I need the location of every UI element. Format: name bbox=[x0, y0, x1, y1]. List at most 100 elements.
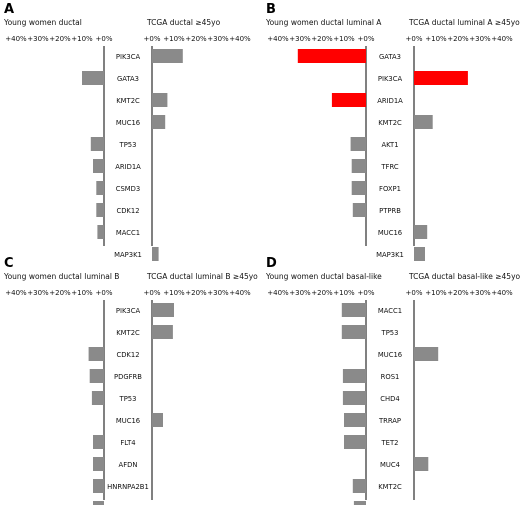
bar-young bbox=[90, 137, 104, 151]
gene-label: PTPRB bbox=[379, 207, 401, 215]
gene-label: KMT2C bbox=[378, 483, 402, 491]
gene-label: ARID1A bbox=[377, 97, 403, 105]
bar-young bbox=[91, 391, 104, 405]
bar-young bbox=[88, 347, 104, 361]
tick-label-right: +10% bbox=[163, 289, 185, 297]
tick-label-right: +40% bbox=[491, 289, 513, 297]
bar-tcga bbox=[414, 247, 425, 261]
tick-label-right: +0% bbox=[406, 35, 423, 43]
right-title: TCGA ductal ≥45yo bbox=[146, 18, 221, 27]
gene-label: PDGFRB bbox=[114, 373, 142, 381]
panel-letter: B bbox=[266, 2, 276, 17]
bar-young bbox=[93, 501, 104, 505]
tick-label-left: +40% bbox=[267, 289, 289, 297]
tick-label-right: +20% bbox=[447, 289, 469, 297]
left-title: Young women ductal basal-like bbox=[265, 272, 382, 281]
bar-tcga bbox=[152, 115, 166, 129]
bar-tcga bbox=[152, 93, 168, 107]
tick-label-right: +0% bbox=[144, 289, 161, 297]
right-title: TCGA ductal luminal A ≥45yo bbox=[408, 18, 520, 27]
gene-label: CHD4 bbox=[380, 395, 399, 403]
bar-young bbox=[342, 391, 366, 405]
gene-label: MAP3K1 bbox=[376, 251, 404, 259]
bar-young bbox=[96, 203, 104, 217]
gene-label: KMT2C bbox=[116, 97, 140, 105]
bar-young bbox=[351, 181, 366, 195]
left-title: Young women ductal luminal B bbox=[3, 272, 119, 281]
bar-tcga bbox=[414, 115, 433, 129]
tick-label-left: +10% bbox=[333, 289, 355, 297]
gene-label: MACC1 bbox=[378, 307, 402, 315]
gene-label: ARID1A bbox=[115, 163, 141, 171]
bar-young bbox=[353, 501, 366, 505]
gene-label: MUC16 bbox=[378, 351, 402, 359]
gene-label: ROS1 bbox=[381, 373, 400, 381]
tick-label-right: +40% bbox=[491, 35, 513, 43]
tick-label-left: +40% bbox=[5, 289, 27, 297]
tick-label-right: +20% bbox=[185, 289, 207, 297]
bar-young bbox=[350, 137, 366, 151]
gene-label: MAP3K1 bbox=[114, 251, 142, 259]
panel-letter: D bbox=[266, 256, 277, 271]
tick-label-right: +20% bbox=[447, 35, 469, 43]
left-title: Young women ductal luminal A bbox=[265, 18, 382, 27]
tick-label-left: +40% bbox=[267, 35, 289, 43]
tick-label-right: +20% bbox=[185, 35, 207, 43]
gene-label: TP53 bbox=[381, 329, 399, 337]
tick-label-left: +0% bbox=[96, 289, 113, 297]
gene-label: FLT4 bbox=[120, 439, 135, 447]
gene-label: MUC4 bbox=[380, 461, 400, 469]
bar-young bbox=[344, 413, 366, 427]
tick-label-left: +20% bbox=[49, 35, 71, 43]
bar-tcga bbox=[414, 225, 428, 239]
tick-label-right: +40% bbox=[229, 35, 251, 43]
gene-label: AKT1 bbox=[381, 141, 398, 149]
gene-label: CDK12 bbox=[116, 351, 139, 359]
bar-young bbox=[297, 49, 366, 63]
tick-label-right: +0% bbox=[144, 35, 161, 43]
gene-label: FOXP1 bbox=[379, 185, 401, 193]
bar-young bbox=[93, 479, 104, 493]
gene-label: HNRNPA2B1 bbox=[107, 483, 149, 491]
right-title: TCGA ductal luminal B ≥45yo bbox=[146, 272, 258, 281]
gene-label: PIK3CA bbox=[378, 75, 403, 83]
tick-label-left: +10% bbox=[333, 35, 355, 43]
tick-label-left: +20% bbox=[311, 35, 333, 43]
tick-label-left: +30% bbox=[27, 289, 49, 297]
tick-label-right: +30% bbox=[207, 289, 229, 297]
bar-tcga bbox=[152, 303, 174, 317]
bar-young bbox=[93, 457, 104, 471]
tick-label-right: +10% bbox=[163, 35, 185, 43]
gene-label: MUC16 bbox=[378, 229, 402, 237]
tick-label-left: +30% bbox=[27, 35, 49, 43]
bar-young bbox=[341, 325, 366, 339]
left-title: Young women ductal bbox=[3, 18, 82, 27]
bar-young bbox=[351, 159, 366, 173]
tick-label-left: +20% bbox=[49, 289, 71, 297]
right-title: TCGA ductal basal-like ≥45yo bbox=[408, 272, 520, 281]
tick-label-left: +0% bbox=[358, 35, 375, 43]
tick-label-left: +0% bbox=[96, 35, 113, 43]
tick-label-left: +30% bbox=[289, 289, 311, 297]
gene-label: TP53 bbox=[119, 395, 137, 403]
tick-label-left: +30% bbox=[289, 35, 311, 43]
gene-label: MUC16 bbox=[116, 119, 140, 127]
gene-label: CSMD3 bbox=[116, 185, 140, 193]
tick-label-right: +10% bbox=[425, 289, 447, 297]
tick-label-left: +10% bbox=[71, 289, 93, 297]
tick-label-right: +30% bbox=[207, 35, 229, 43]
gene-label: PIK3CA bbox=[116, 53, 141, 61]
bar-tcga bbox=[414, 457, 429, 471]
tick-label-right: +10% bbox=[425, 35, 447, 43]
bar-tcga bbox=[152, 325, 173, 339]
bar-young bbox=[352, 479, 366, 493]
bar-young bbox=[89, 369, 104, 383]
bar-young bbox=[93, 435, 104, 449]
gene-label: KMT2C bbox=[116, 329, 140, 337]
bar-young bbox=[93, 159, 104, 173]
panel-letter: C bbox=[4, 256, 14, 271]
gene-label: PIK3CA bbox=[116, 307, 141, 315]
tick-label-right: +40% bbox=[229, 289, 251, 297]
tick-label-right: +30% bbox=[469, 35, 491, 43]
